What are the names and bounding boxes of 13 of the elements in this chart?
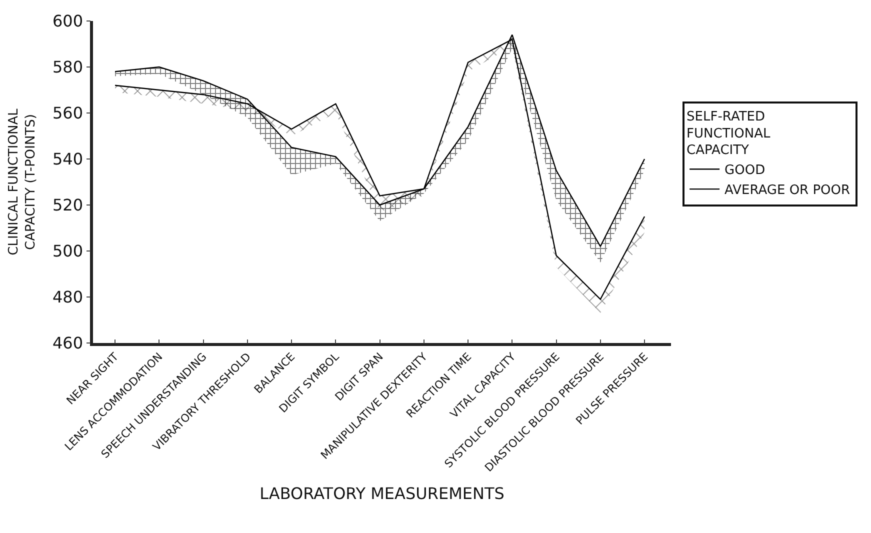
y-tick-label: 460 bbox=[52, 334, 84, 353]
x-axis-title: LABORATORY MEASUREMENTS bbox=[260, 484, 504, 504]
y-tick-label: 480 bbox=[52, 288, 84, 307]
y-axis-title: CLINICAL FUNCTIONAL CAPACITY (T-POINTS) bbox=[6, 108, 38, 256]
legend-title: SELF-RATED FUNCTIONAL CAPACITY bbox=[686, 109, 771, 158]
y-tick-label: 580 bbox=[52, 58, 84, 77]
y-tick-label: 600 bbox=[52, 12, 84, 31]
y-tick-label: 540 bbox=[52, 150, 84, 169]
y-tick-label: 560 bbox=[52, 104, 84, 123]
legend-label: GOOD bbox=[724, 163, 766, 178]
y-tick-label: 520 bbox=[52, 196, 84, 215]
y-tick-label: 500 bbox=[52, 242, 84, 261]
legend-label: AVERAGE OR POOR bbox=[724, 183, 850, 198]
